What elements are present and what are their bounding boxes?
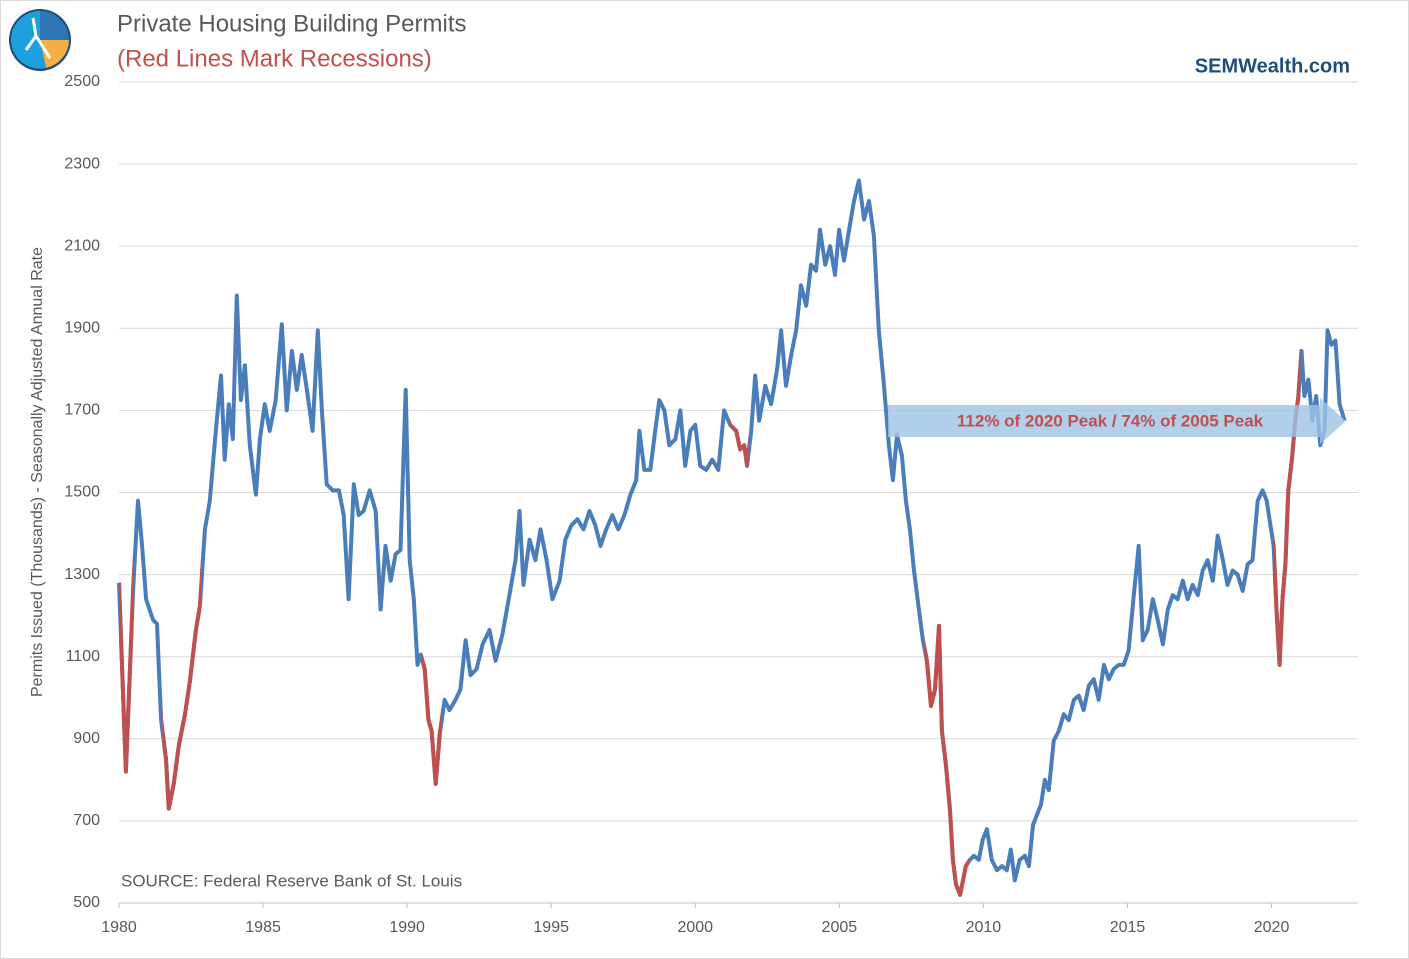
y-axis-label: Permits Issued (Thousands) - Seasonally … [29, 247, 46, 697]
series-line [117, 178, 1347, 897]
y-tick-label: 500 [73, 894, 100, 911]
brand: SEMWealth.com [1195, 55, 1350, 77]
y-tick-label: 1700 [64, 402, 100, 419]
y-tick-label: 900 [73, 730, 100, 747]
x-tick-label: 1995 [533, 919, 569, 936]
y-tick-label: 2300 [64, 155, 100, 172]
y-tick-label: 1300 [64, 566, 100, 583]
x-tick-label: 2000 [677, 919, 713, 936]
annotation-text: 112% of 2020 Peak / 74% of 2005 Peak [957, 411, 1264, 430]
x-tick-label: 2010 [966, 919, 1002, 936]
y-tick-label: 1100 [66, 648, 101, 665]
y-tick-label: 700 [73, 812, 100, 829]
chart-subtitle: (Red Lines Mark Recessions) [117, 45, 432, 72]
y-tick-label: 2500 [64, 73, 100, 90]
x-tick-label: 1985 [245, 919, 281, 936]
x-tick-label: 1990 [389, 919, 425, 936]
annotation: 112% of 2020 Peak / 74% of 2005 Peak [888, 398, 1346, 444]
axes: 500 700 900 1100 1300 1500 1700 1900 2100 2300 250… [64, 73, 1358, 936]
y-tick-label: 1500 [64, 484, 100, 501]
logo-slice [40, 11, 69, 40]
x-tick-label: 1980 [101, 919, 137, 936]
y-tick-label: 1900 [64, 320, 100, 337]
plot [117, 178, 1347, 897]
x-tick-label: 2005 [822, 919, 858, 936]
annotation-arrow [888, 398, 1346, 444]
logo-slice [40, 40, 69, 68]
source-note: SOURCE: Federal Reserve Bank of St. Loui… [121, 871, 462, 890]
logo [9, 9, 71, 71]
logo-slice [11, 11, 46, 69]
chart-title: Private Housing Building Permits [117, 10, 467, 37]
x-tick-label: 2020 [1254, 919, 1290, 936]
logo-figure [24, 17, 52, 59]
y-tick-label: 2100 [64, 237, 100, 254]
x-tick-label: 2015 [1110, 919, 1146, 936]
